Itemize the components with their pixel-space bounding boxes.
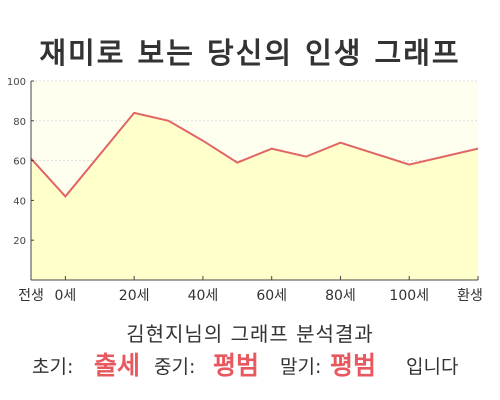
area-fill — [31, 112, 478, 280]
mid-value: 평범 — [213, 351, 260, 380]
y-tick-label: 40 — [13, 196, 26, 207]
x-tick-label: 0세 — [54, 288, 76, 304]
x-tick-label: 20세 — [119, 288, 150, 304]
x-tick-label: 100세 — [389, 288, 429, 304]
early-value: 출세 — [94, 351, 141, 380]
y-tick-label: 20 — [13, 236, 26, 247]
late-label: 말기: — [280, 356, 322, 378]
life-graph-chart: 20 40 60 80 100 전생 0세 20세 40세 60세 80세 100세 환생 — [7, 77, 483, 304]
y-tick-label: 80 — [13, 117, 26, 128]
analysis-result: 초기: 출세 중기: 평범 말기: 평범 입니다 — [0, 346, 500, 386]
mid-label: 중기: — [154, 356, 196, 378]
x-tick-label: 60세 — [256, 288, 287, 304]
early-label: 초기: — [32, 356, 74, 378]
x-tick-label: 전생 — [18, 288, 44, 304]
y-tick-label: 60 — [13, 157, 26, 168]
analysis-subtitle: 김현지님의 그래프 분석결과 — [126, 322, 374, 346]
x-tick-label: 40세 — [188, 288, 219, 304]
page-title: 재미로 보는 당신의 인생 그래프 — [39, 36, 461, 70]
y-tick-label: 100 — [7, 77, 26, 88]
x-tick-label: 80세 — [325, 288, 356, 304]
x-tick-label: 환생 — [457, 288, 483, 304]
result-suffix: 입니다 — [406, 356, 459, 378]
late-value: 평범 — [330, 351, 377, 380]
life-line — [30, 111, 479, 198]
